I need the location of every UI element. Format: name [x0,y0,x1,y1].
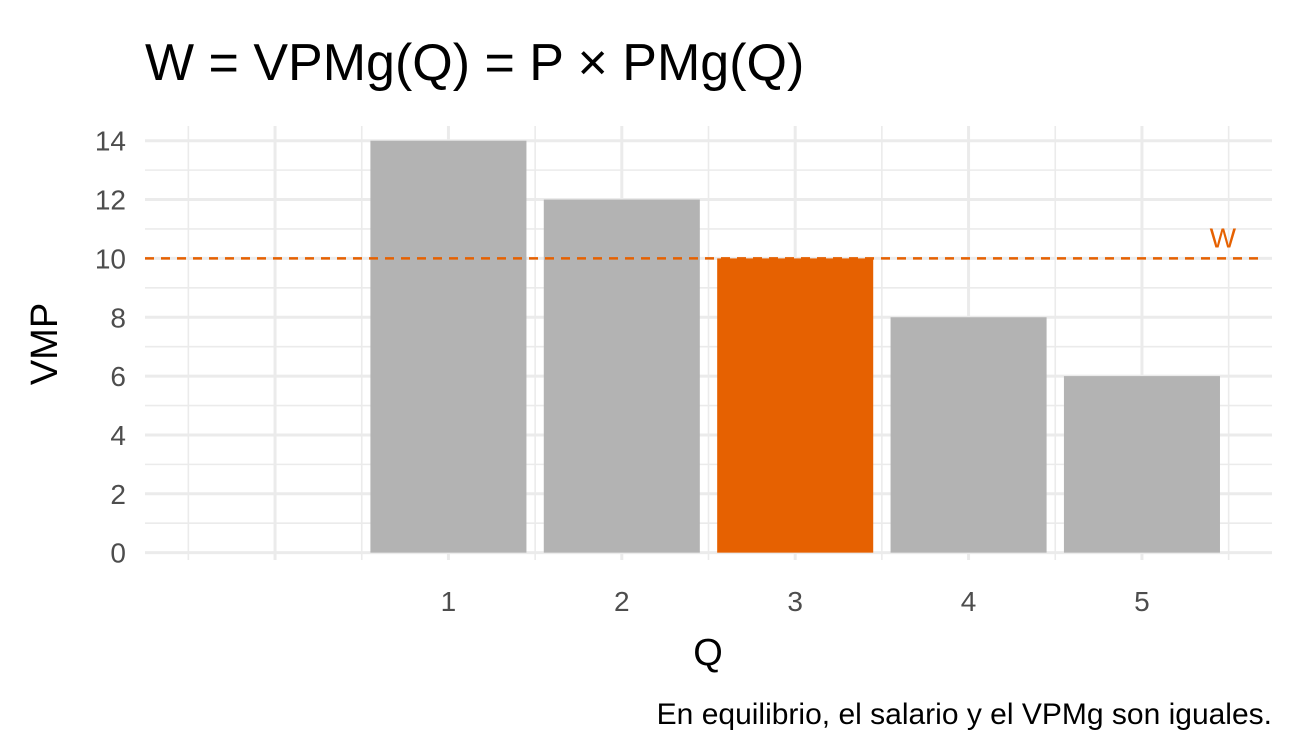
y-axis-title: VMP [24,303,66,385]
y-tick-label: 12 [95,185,126,216]
x-tick-label: 2 [614,586,630,617]
y-tick-label: 8 [110,302,126,333]
y-tick-label: 0 [110,538,126,569]
x-axis-title: Q [693,632,723,674]
x-tick-label: 3 [787,586,803,617]
y-tick-label: 14 [95,126,126,157]
x-tick-label: 5 [1134,586,1150,617]
bar-2 [543,199,700,553]
chart-title: W = VPMg(Q) = P × PMg(Q) [145,34,804,92]
bar-3 [717,258,874,553]
y-tick-label: 2 [110,479,126,510]
wage-reference-label: W [1210,222,1237,253]
bar-4 [890,317,1047,553]
y-tick-label: 10 [95,243,126,274]
bar-1 [370,140,527,553]
y-tick-label: 6 [110,361,126,392]
bar-5 [1063,376,1220,553]
x-tick-labels: 1 2 3 4 5 [441,586,1150,617]
y-tick-label: 4 [110,420,126,451]
bars [370,140,1220,553]
x-tick-label: 4 [961,586,977,617]
y-tick-labels: 0 2 4 6 8 10 12 14 [95,126,126,569]
x-tick-label: 1 [441,586,457,617]
chart-caption: En equilibrio, el salario y el VPMg son … [657,698,1272,731]
